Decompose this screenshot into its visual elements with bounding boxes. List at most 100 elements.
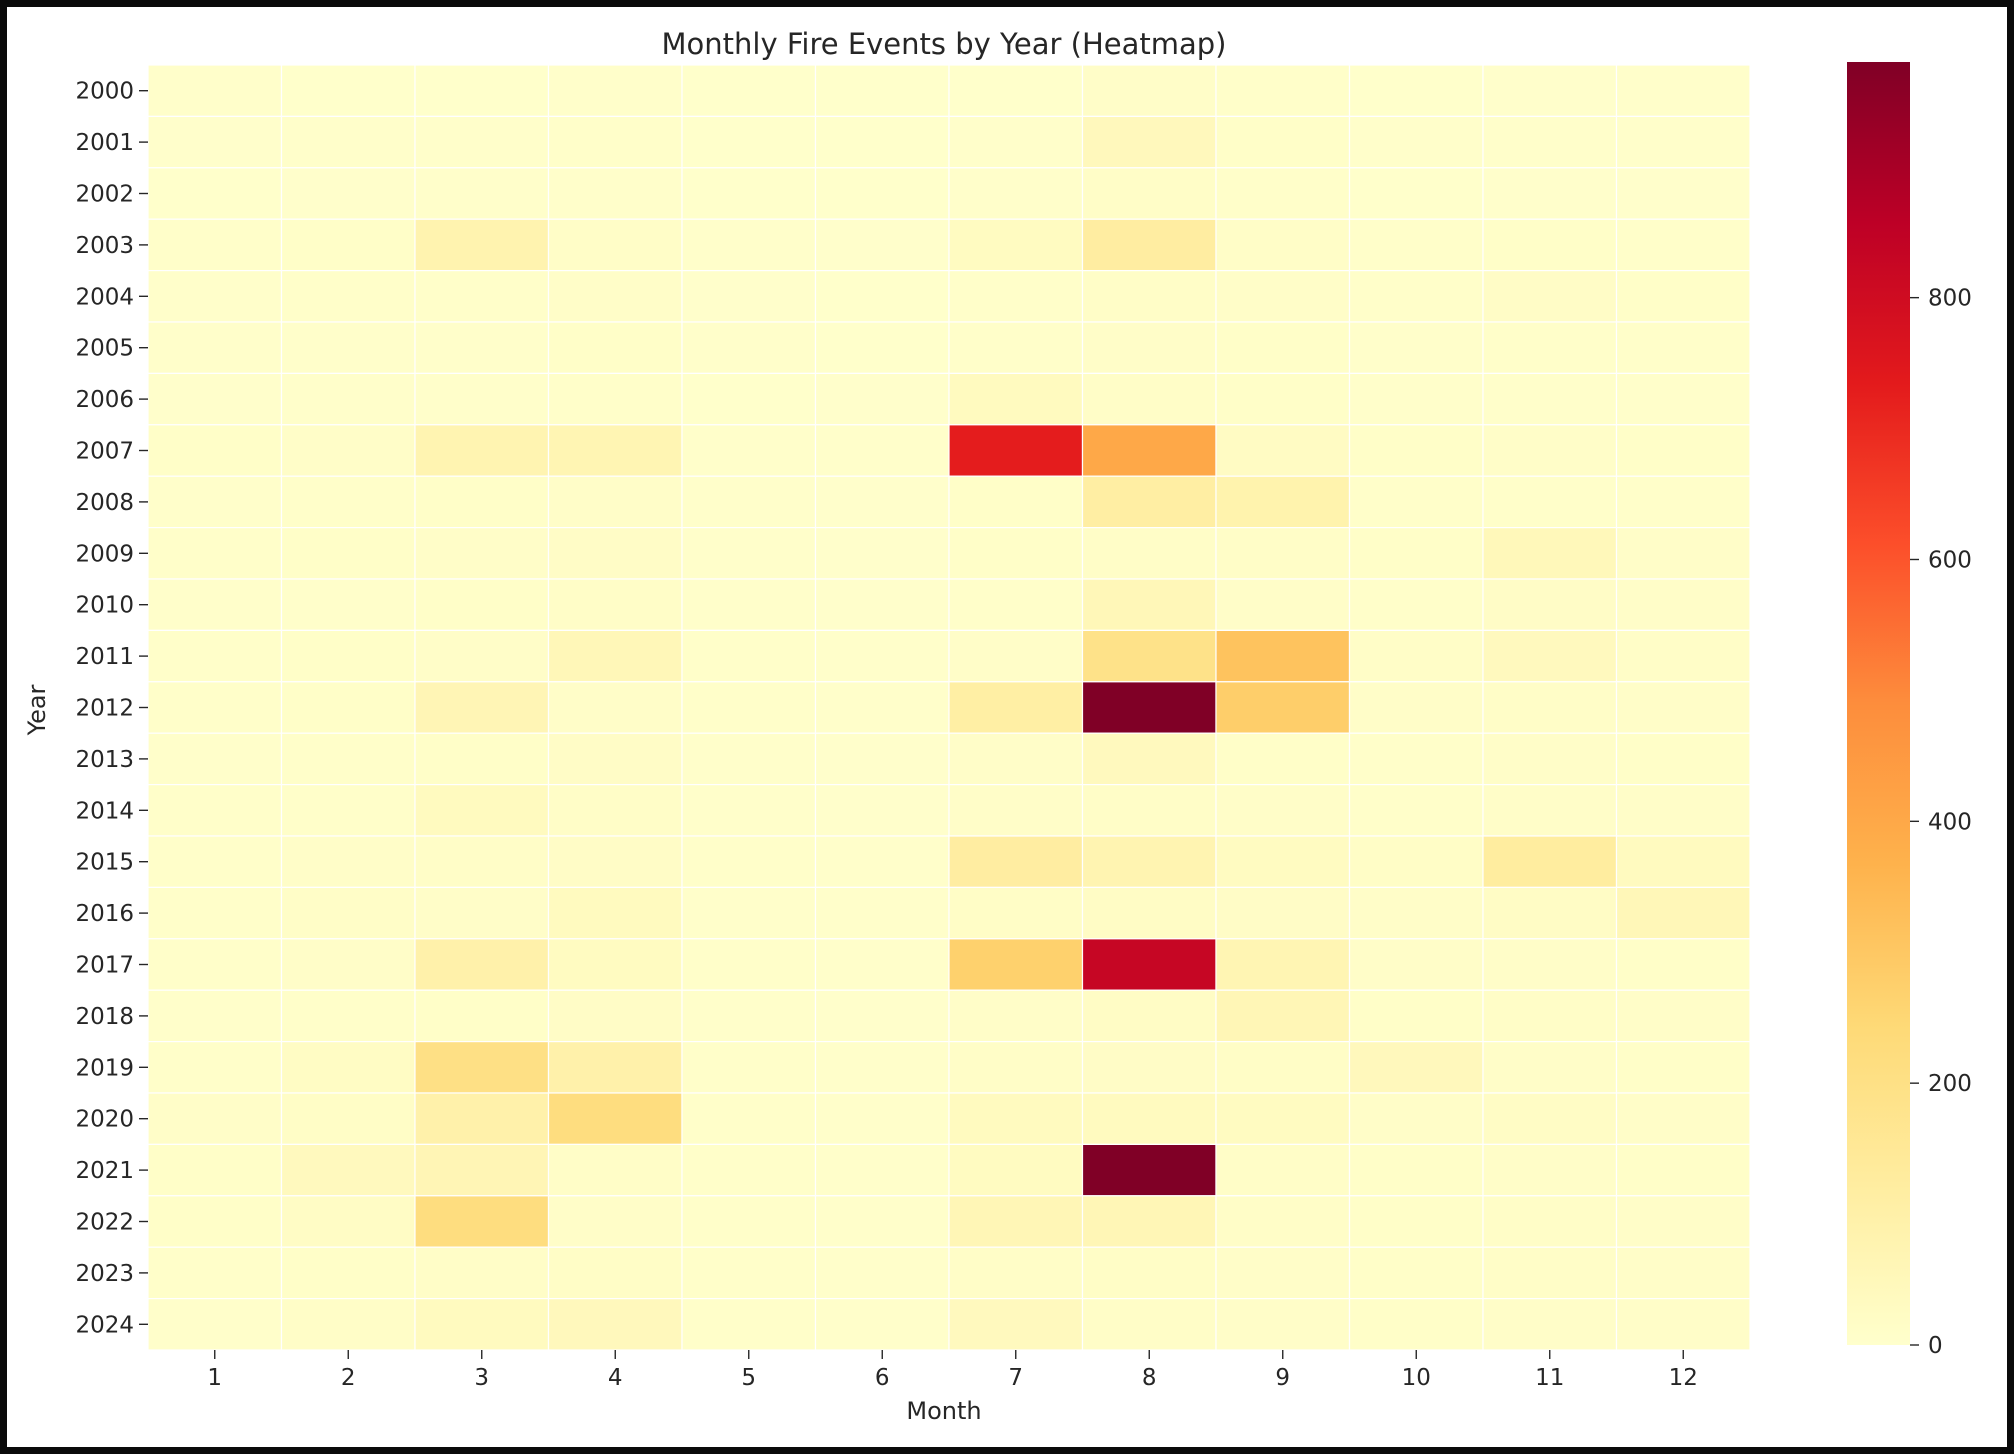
heatmap-cell — [547, 989, 683, 1043]
heatmap-cell — [414, 1040, 550, 1094]
heatmap-cell — [814, 372, 950, 426]
heatmap-cell — [1081, 578, 1217, 632]
heatmap-cell — [1482, 835, 1618, 889]
heatmap-cell — [814, 424, 950, 477]
heatmap-cell — [1615, 64, 1751, 118]
heatmap-cell — [948, 167, 1084, 220]
x-axis-label: Month — [906, 1397, 981, 1425]
heatmap-cell — [280, 629, 416, 683]
y-tick-label: 2014 — [75, 798, 134, 824]
heatmap-cell — [1615, 270, 1751, 323]
heatmap-cell — [147, 1246, 283, 1300]
x-axis: 1 2 3 4 5 6 7 8 9 10 11 12 — [207, 1350, 1698, 1391]
heatmap-cell — [547, 886, 683, 940]
heatmap-cell — [1615, 475, 1751, 529]
chart-title: Monthly Fire Events by Year (Heatmap) — [662, 27, 1227, 61]
heatmap-cell — [1081, 1092, 1217, 1146]
heatmap-cell — [547, 732, 683, 786]
heatmap-cell — [814, 835, 950, 889]
heatmap-cell — [147, 681, 283, 734]
heatmap-cell — [948, 1246, 1084, 1300]
colorbar-ticks: 0 200 400 600 800 — [1910, 286, 1972, 1359]
heatmap-cell — [414, 578, 550, 632]
heatmap-cell — [1482, 681, 1618, 734]
heatmap-cell — [1215, 1297, 1351, 1351]
heatmap-cell — [414, 321, 550, 375]
heatmap-cell — [280, 1143, 416, 1197]
heatmap-cell — [948, 835, 1084, 889]
heatmap-cell — [681, 475, 817, 529]
heatmap-cell — [681, 1092, 817, 1146]
heatmap-cell — [1615, 526, 1751, 580]
y-tick-label: 2022 — [75, 1210, 134, 1236]
heatmap-cell — [547, 938, 683, 991]
heatmap-cell — [1482, 989, 1618, 1043]
heatmap-cell — [948, 886, 1084, 940]
heatmap-cell — [547, 167, 683, 220]
heatmap-cell — [1081, 1040, 1217, 1094]
heatmap-cell — [1348, 526, 1484, 580]
y-tick-label: 2003 — [75, 233, 134, 259]
heatmap-cell — [948, 526, 1084, 580]
heatmap-cell — [147, 1040, 283, 1094]
heatmap-cell — [547, 1195, 683, 1248]
heatmap-cell — [280, 989, 416, 1043]
heatmap-cell — [280, 886, 416, 940]
heatmap-cell — [1615, 989, 1751, 1043]
heatmap-cell — [1215, 321, 1351, 375]
heatmap-cell — [414, 1195, 550, 1248]
heatmap-cell — [547, 681, 683, 734]
heatmap-cell — [1615, 835, 1751, 889]
heatmap-cell — [147, 475, 283, 529]
heatmap-cell — [280, 1246, 416, 1300]
heatmap-cell — [147, 886, 283, 940]
heatmap-cell — [1081, 835, 1217, 889]
heatmap-cell — [1615, 1297, 1751, 1351]
heatmap-cell — [1215, 886, 1351, 940]
heatmap-cell — [1482, 1195, 1618, 1248]
heatmap-cell — [814, 732, 950, 786]
y-tick-label: 2015 — [75, 850, 134, 876]
heatmap-cell — [681, 1195, 817, 1248]
heatmap-cell — [1348, 372, 1484, 426]
y-tick-label: 2011 — [75, 644, 134, 670]
heatmap-cell — [147, 578, 283, 632]
heatmap-cell — [681, 115, 817, 169]
y-tick-label: 2023 — [75, 1261, 134, 1287]
x-tick-label: 2 — [341, 1365, 356, 1391]
heatmap-cells — [147, 64, 1751, 1351]
heatmap-cell — [1215, 1195, 1351, 1248]
y-tick-label: 2010 — [75, 593, 134, 619]
heatmap-cell — [414, 1092, 550, 1146]
heatmap-cell — [1482, 1040, 1618, 1094]
heatmap-cell — [814, 783, 950, 837]
y-tick-label: 2019 — [75, 1055, 134, 1081]
heatmap-cell — [414, 835, 550, 889]
heatmap-cell — [1348, 938, 1484, 991]
heatmap-cell — [547, 475, 683, 529]
heatmap-cell — [681, 1297, 817, 1351]
heatmap-cell — [814, 321, 950, 375]
x-tick-label: 8 — [1142, 1365, 1157, 1391]
y-tick-label: 2017 — [75, 953, 134, 979]
heatmap-cell — [1215, 526, 1351, 580]
heatmap-cell — [1615, 1143, 1751, 1197]
heatmap-cell — [547, 783, 683, 837]
heatmap-cell — [681, 64, 817, 118]
heatmap-cell — [1215, 1143, 1351, 1197]
heatmap-cell — [1081, 372, 1217, 426]
y-tick-label: 2006 — [75, 387, 134, 413]
heatmap-cell — [1348, 1297, 1484, 1351]
heatmap-cell — [1348, 270, 1484, 323]
heatmap-cell — [1615, 321, 1751, 375]
heatmap-cell — [1215, 989, 1351, 1043]
heatmap-cell — [547, 526, 683, 580]
heatmap-cell — [1482, 475, 1618, 529]
heatmap-cell — [1482, 115, 1618, 169]
colorbar-gradient — [1847, 62, 1910, 1345]
heatmap-cell — [280, 1092, 416, 1146]
heatmap-cell — [414, 783, 550, 837]
heatmap-cell — [681, 218, 817, 272]
heatmap-cell — [1215, 475, 1351, 529]
